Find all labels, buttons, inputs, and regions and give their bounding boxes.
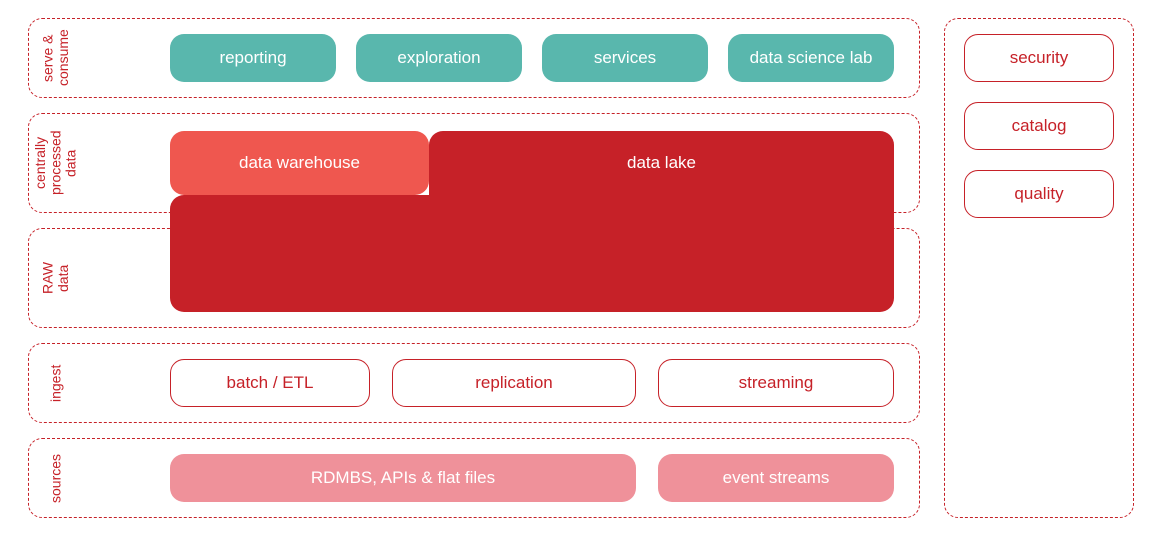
box-label: security: [1010, 48, 1069, 68]
box-data-lake-label: data lake: [429, 131, 894, 195]
layer-label-text: RAW data: [41, 262, 72, 294]
box-reporting: reporting: [170, 34, 336, 82]
box-label: catalog: [1012, 116, 1067, 136]
box-label: data science lab: [750, 48, 873, 68]
box-label: exploration: [397, 48, 480, 68]
box-label: event streams: [723, 468, 830, 488]
box-quality: quality: [964, 170, 1114, 218]
box-label: streaming: [739, 373, 814, 393]
box-label: RDMBS, APIs & flat files: [311, 468, 495, 488]
box-label: data lake: [627, 153, 696, 173]
box-services: services: [542, 34, 708, 82]
layer-label-sources: sources: [36, 438, 76, 518]
box-label: reporting: [219, 48, 286, 68]
box-label: services: [594, 48, 656, 68]
box-label: quality: [1014, 184, 1063, 204]
layer-label-text: ingest: [48, 364, 63, 401]
box-data-lake-lower: [170, 195, 894, 312]
box-catalog: catalog: [964, 102, 1114, 150]
box-security: security: [964, 34, 1114, 82]
box-replication: replication: [392, 359, 636, 407]
box-data-science-lab: data science lab: [728, 34, 894, 82]
layer-label-ingest: ingest: [36, 343, 76, 423]
layer-label-text: sources: [48, 453, 63, 502]
layer-label-text: serve & consume: [41, 30, 72, 87]
box-rdbms-apis-flat-files: RDMBS, APIs & flat files: [170, 454, 636, 502]
box-exploration: exploration: [356, 34, 522, 82]
architecture-diagram: serve & consume reporting exploration se…: [0, 0, 1160, 550]
side-panel: [944, 18, 1134, 518]
layer-label-raw-data: RAW data: [36, 228, 76, 328]
box-streaming: streaming: [658, 359, 894, 407]
box-batch-etl: batch / ETL: [170, 359, 370, 407]
box-data-warehouse: data warehouse: [170, 131, 429, 195]
layer-label-centrally-processed: centrally processed data: [36, 113, 76, 213]
box-event-streams: event streams: [658, 454, 894, 502]
box-label: replication: [475, 373, 553, 393]
layer-label-text: centrally processed data: [33, 131, 79, 196]
box-label: batch / ETL: [227, 373, 314, 393]
box-label: data warehouse: [239, 153, 360, 173]
layer-label-serve-consume: serve & consume: [36, 18, 76, 98]
